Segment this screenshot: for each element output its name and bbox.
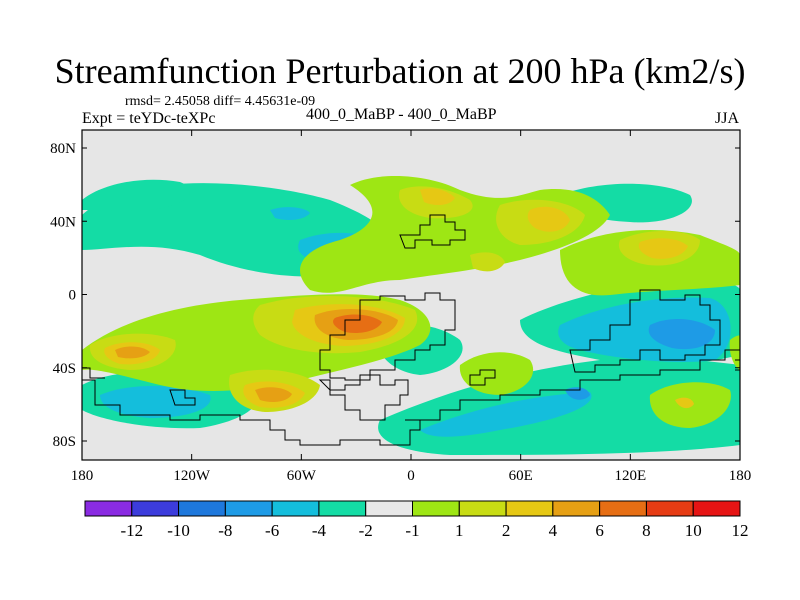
center-subtitle: 400_0_MaBP - 400_0_MaBP	[306, 106, 497, 123]
lat-label: 80S	[53, 434, 76, 450]
coastline-south-america	[318, 374, 409, 421]
pos-high-east	[638, 238, 688, 259]
lat-label: 0	[69, 288, 77, 304]
colorbar-swatch	[692, 500, 741, 517]
coastline-africa	[319, 292, 456, 381]
colorbar-label: 4	[549, 521, 558, 540]
colorbar-swatch	[224, 500, 273, 517]
coastline-east-edge	[735, 359, 740, 385]
colorbar-label: -2	[359, 521, 373, 540]
coastline-antarctic-west	[82, 379, 421, 446]
pos-high-northeast	[527, 206, 570, 232]
pos-peak-southwest	[255, 387, 292, 402]
lat-label: 80N	[50, 141, 76, 157]
colorbar-swatch	[458, 500, 507, 517]
lon-label: 0	[407, 468, 415, 484]
stats-label: rmsd= 2.45058 diff= 4.45631e-09	[125, 94, 316, 109]
coastline-maritime	[569, 289, 721, 373]
neg-deep-east	[648, 318, 715, 350]
colorbar-label: 10	[685, 521, 702, 540]
pos-peak-west	[115, 346, 150, 359]
neg-core-south	[420, 392, 592, 437]
coastline-south-islands	[469, 369, 496, 386]
lat-label: 40N	[50, 214, 76, 230]
lon-label: 60W	[287, 468, 317, 484]
coastline-pacific-isles	[169, 389, 196, 406]
neg-core-northcenter	[270, 207, 310, 221]
coastline-europe	[399, 214, 466, 249]
coastline-antarctic-east	[420, 349, 740, 421]
pos-high-southeast	[675, 397, 694, 409]
latitude-axis: 80N 40N 0 40S 80S	[50, 141, 740, 450]
lon-label: 180	[729, 468, 752, 484]
lon-label: 180	[71, 468, 94, 484]
lon-label: 60E	[509, 468, 533, 484]
colorbar-swatch	[84, 500, 133, 517]
colorbar-label: 2	[502, 521, 511, 540]
season-label: JJA	[715, 110, 740, 127]
colorbar-swatch	[178, 500, 226, 517]
lon-label: 120E	[614, 468, 646, 484]
colorbar-swatch	[599, 500, 647, 517]
colorbar-swatch	[412, 500, 460, 517]
colorbar-label: 6	[595, 521, 604, 540]
neg-core-southwest	[100, 385, 211, 418]
colorbar-label: -8	[218, 521, 232, 540]
colorbar-swatch	[552, 500, 601, 517]
plot-title: Streamfunction Perturbation at 200 hPa (…	[54, 51, 746, 91]
colorbar: -12 -10 -8 -6 -4 -2 -1 1 2 4 6 8 10 12	[84, 500, 749, 540]
colorbar-label: -4	[312, 521, 327, 540]
colorbar-label: -10	[167, 521, 190, 540]
colorbar-swatch	[131, 500, 180, 517]
colorbar-label: 1	[455, 521, 464, 540]
experiment-label: Expt = teYDc-teXPc	[82, 110, 216, 127]
colorbar-swatch	[645, 500, 694, 517]
pos-core-mid-north	[470, 252, 505, 272]
colorbar-label: -12	[120, 521, 143, 540]
colorbar-swatch	[318, 500, 367, 517]
lon-label: 120W	[173, 468, 211, 484]
colorbar-swatch	[271, 500, 320, 517]
pos-high-north	[420, 188, 455, 206]
pos-band-central-south	[459, 352, 534, 395]
colorbar-label: -6	[265, 521, 279, 540]
colorbar-label: 12	[732, 521, 749, 540]
colorbar-label: -1	[405, 521, 419, 540]
colorbar-swatch	[505, 500, 554, 517]
pos-band-south-east-far	[729, 335, 740, 370]
field-contours	[82, 175, 740, 455]
colorbar-label: 8	[642, 521, 651, 540]
colorbar-swatch	[365, 500, 414, 517]
neg-band-north-west	[82, 179, 190, 211]
lat-label: 40S	[53, 361, 76, 377]
longitude-axis: 180 120W 60W 0 60E 120E 180	[71, 130, 752, 484]
